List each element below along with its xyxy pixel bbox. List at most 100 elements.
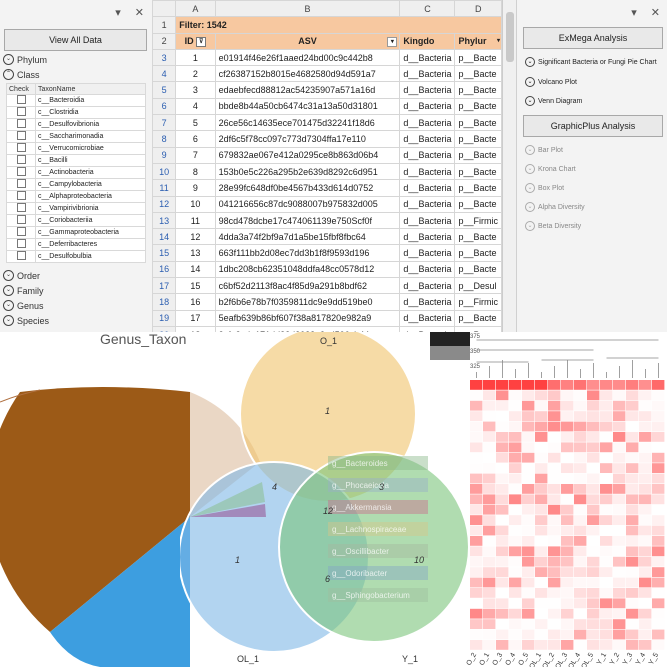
row-number[interactable]: 3 — [152, 48, 177, 67]
row-number[interactable]: 11 — [152, 179, 177, 197]
taxon-row[interactable]: c__Bacteroidia — [6, 94, 146, 107]
table-row[interactable]: 11 9 28e99fc648df0be4567b433d614d0752 d__Ba… — [152, 179, 502, 197]
tree-item-genus[interactable]: ⌄ Genus — [3, 300, 44, 311]
id-cell[interactable]: 7 — [175, 146, 216, 164]
column-letter-c[interactable]: C — [399, 0, 456, 18]
table-row[interactable]: 7 5 26ce56c14635ece701475d32241f18d6 d__Bac… — [152, 114, 502, 132]
dropdown-arrow-icon[interactable]: ▾ — [387, 36, 398, 47]
phylum-cell[interactable]: p__Bacte — [454, 130, 502, 148]
taxon-checkbox-cell[interactable] — [6, 178, 36, 191]
row-number[interactable]: 9 — [152, 146, 177, 164]
venn-diagram-item[interactable]: ⌄ Venn Diagram — [525, 96, 582, 106]
taxon-checkbox-cell[interactable] — [6, 202, 36, 215]
phylum-cell[interactable]: p__Bacte — [454, 260, 502, 279]
row-number[interactable]: 10 — [152, 162, 177, 181]
significant-pie-chart-item[interactable]: ⌄ Significant Bacteria or Fungi Pie Chart — [525, 57, 657, 67]
row-number[interactable]: 18 — [152, 293, 177, 311]
kingdom-cell[interactable]: d__Bacteria — [399, 277, 456, 295]
phylum-cell[interactable]: p__Firmic — [454, 293, 502, 311]
taxon-row[interactable]: c__Deferribacteres — [6, 238, 146, 251]
asv-cell[interactable]: 2df6c5f78cc097c773d7304ffa17e110 — [214, 130, 401, 148]
kingdom-cell[interactable]: d__Bacteria — [399, 114, 456, 132]
asv-cell[interactable]: 663f111bb2d08ec7dd3b1f8f9593d196 — [214, 244, 401, 262]
asv-cell[interactable]: 5eafb639b86bf607f38a817820e982a9 — [214, 309, 401, 327]
kingdom-cell[interactable]: d__Bacteria — [399, 48, 456, 67]
checkbox[interactable] — [16, 239, 26, 248]
taxon-row[interactable]: c__Desulfobulbia — [6, 250, 146, 263]
taxon-checkbox-cell[interactable] — [6, 190, 36, 203]
row-number[interactable]: 8 — [152, 130, 177, 148]
asv-cell[interactable]: 26ce56c14635ece701475d32241f18d6 — [214, 114, 401, 132]
alpha-diversity-item[interactable]: ⌄ Alpha Diversity — [525, 202, 585, 212]
tree-item-phylum[interactable]: ⌄ Phylum — [3, 54, 47, 65]
asv-cell[interactable]: 98cd478dcbe17c474061139e750Scf0f — [214, 211, 401, 230]
filter-active-icon[interactable]: ⊽ — [196, 36, 207, 47]
id-cell[interactable]: 13 — [175, 244, 216, 262]
phylum-cell[interactable]: p__Bacte — [454, 81, 502, 99]
row-number[interactable]: 14 — [152, 228, 177, 246]
taxon-row[interactable]: c__Bacilli — [6, 154, 146, 167]
taxon-row[interactable]: c__Coriobacteriia — [6, 214, 146, 227]
id-cell[interactable]: 16 — [175, 293, 216, 311]
dropdown-arrow-icon[interactable]: ▾ — [115, 7, 121, 19]
box-plot-item[interactable]: ⌄ Box Plot — [525, 183, 564, 193]
kingdom-cell[interactable]: d__Bacteria — [399, 179, 456, 197]
tree-item-species[interactable]: ⌄ Species — [3, 315, 49, 326]
asv-cell[interactable]: 4dda3a74f2bf9a7d1a5be15fbf8fbc64 — [214, 228, 401, 246]
id-cell[interactable]: 10 — [175, 195, 216, 213]
id-cell[interactable]: 17 — [175, 309, 216, 327]
bar-plot-item[interactable]: ⌄ Bar Plot — [525, 145, 563, 155]
table-row[interactable]: 9 7 679832ae067e412a0295ce8b863d06b4 d__Bac… — [152, 146, 502, 164]
tree-item-order[interactable]: ⌄ Order — [3, 270, 40, 281]
taxon-row[interactable]: c__Verrucomicrobiae — [6, 142, 146, 155]
filter-count-cell[interactable]: Filter: 1542 — [175, 16, 502, 34]
table-row[interactable]: 15 13 663f111bb2d08ec7dd3b1f8f9593d196 d__B… — [152, 244, 502, 262]
taxon-checkbox-cell[interactable] — [6, 130, 36, 143]
id-cell[interactable]: 6 — [175, 130, 216, 148]
taxon-row[interactable]: c__Campylobacteria — [6, 178, 146, 191]
id-cell[interactable]: 12 — [175, 228, 216, 246]
asv-cell[interactable]: cf26387152b8015e4682580d94d591a7 — [214, 65, 401, 83]
kingdom-cell[interactable]: d__Bacteria — [399, 130, 456, 148]
taxon-row[interactable]: c__Vampirivibrionia — [6, 202, 146, 215]
checkbox[interactable] — [16, 107, 26, 116]
kingdom-cell[interactable]: d__Bacteria — [399, 65, 456, 83]
kingdom-cell[interactable]: d__Bacteria — [399, 162, 456, 181]
kingdom-cell[interactable]: d__Bacteria — [399, 293, 456, 311]
id-cell[interactable]: 4 — [175, 97, 216, 116]
kingdom-header-cell[interactable]: Kingdo — [399, 32, 456, 50]
id-cell[interactable]: 2 — [175, 65, 216, 83]
view-all-data-button[interactable]: View All Data — [4, 29, 147, 51]
row-number[interactable]: 2 — [152, 32, 177, 50]
taxon-row[interactable]: c__Alphaproteobacteria — [6, 190, 146, 203]
select-all-corner[interactable] — [152, 0, 177, 18]
column-letter-d[interactable]: D — [454, 0, 502, 18]
taxon-checkbox-cell[interactable] — [6, 94, 36, 107]
checkbox[interactable] — [16, 191, 26, 200]
id-cell[interactable]: 5 — [175, 114, 216, 132]
table-row[interactable]: 4 2 cf26387152b8015e4682580d94d591a7 d__Bac… — [152, 65, 502, 83]
taxon-checkbox-cell[interactable] — [6, 166, 36, 179]
table-row[interactable]: 3 1 e01914f46e26f1aaed24bd00c9c442b8 d__Bac… — [152, 48, 502, 67]
phylum-cell[interactable]: p__Bacte — [454, 228, 502, 246]
phylum-cell[interactable]: p__Bacte — [454, 244, 502, 262]
column-letter-b[interactable]: B — [214, 0, 401, 18]
scrollbar-thumb[interactable] — [506, 12, 514, 62]
phylum-cell[interactable]: p__Bacte — [454, 162, 502, 181]
phylum-cell[interactable]: p__Bacte — [454, 146, 502, 164]
row-number[interactable]: 17 — [152, 277, 177, 295]
checkbox[interactable] — [16, 179, 26, 188]
volcano-plot-item[interactable]: ⌄ Volcano Plot — [525, 77, 577, 87]
table-row[interactable]: 8 6 2df6c5f78cc097c773d7304ffa17e110 d__Bac… — [152, 130, 502, 148]
checkbox[interactable] — [16, 119, 26, 128]
table-row[interactable]: 18 16 b2f6b6e78b7f0359811dc9e9dd519be0 d__B… — [152, 293, 502, 311]
kingdom-cell[interactable]: d__Bacteria — [399, 146, 456, 164]
taxon-checkbox-cell[interactable] — [6, 250, 36, 263]
asv-cell[interactable]: edaebfecd88812ac54235907a571a16d — [214, 81, 401, 99]
checkbox[interactable] — [16, 143, 26, 152]
id-cell[interactable]: 8 — [175, 162, 216, 181]
asv-cell[interactable]: 28e99fc648df0be4567b433d614d0752 — [214, 179, 401, 197]
id-cell[interactable]: 9 — [175, 179, 216, 197]
phylum-cell[interactable]: p__Bacte — [454, 179, 502, 197]
id-header-cell[interactable]: ID ⊽ — [175, 32, 216, 50]
